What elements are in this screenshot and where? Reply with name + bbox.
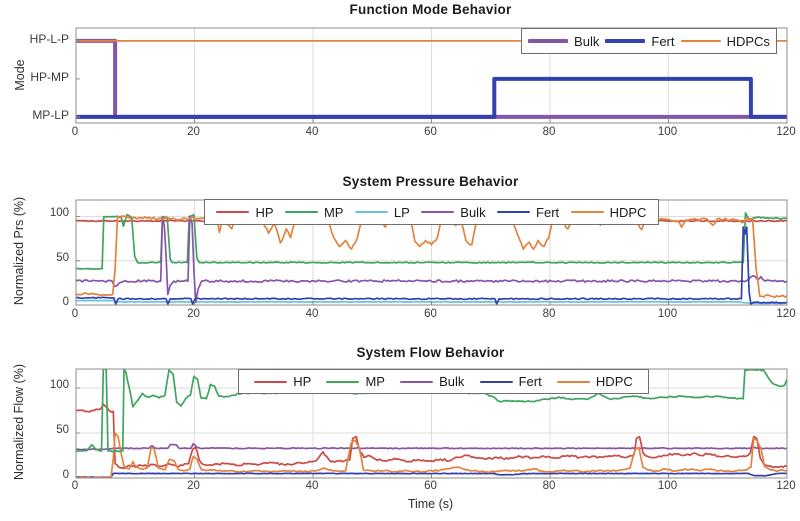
y-tick-label: 50 (56, 251, 69, 264)
legend-entry-bulk: Bulk (400, 374, 464, 389)
x-tick-label: 120 (776, 126, 796, 138)
x-tick-label: 20 (187, 308, 200, 320)
x-tick-label: 120 (776, 308, 796, 320)
legend-line-icon (479, 380, 513, 383)
series-line-bulk (76, 215, 787, 304)
flow-chart-title: System Flow Behavior (356, 345, 505, 360)
legend-label: Bulk (574, 33, 600, 49)
legend-label: HDPC (609, 204, 647, 220)
pressure-plot-area (75, 199, 788, 306)
legend-entry-hdpcs: HDPCs (680, 33, 770, 49)
x-tick-label: 0 (71, 308, 79, 320)
x-tick-label: 0 (71, 126, 79, 138)
legend-entry-lp: LP (354, 204, 410, 220)
x-tick-label: 100 (657, 308, 678, 320)
legend-line-icon (216, 211, 250, 213)
legend-line-icon (400, 380, 434, 383)
legend-line-icon (326, 380, 360, 383)
x-tick-label: 20 (187, 126, 200, 138)
x-tick-label: 60 (424, 308, 437, 320)
y-tick-label: 0 (62, 469, 69, 481)
y-tick-label: HP-L-P (29, 31, 69, 46)
x-tick-label: 40 (305, 126, 319, 138)
x-tick-label: 60 (424, 126, 437, 138)
mode-chart-title: Function Mode Behavior (349, 2, 512, 17)
legend-entry-bulk: Bulk (421, 204, 486, 220)
y-tick-label: MP-LP (32, 107, 69, 122)
x-tick-label: 80 (542, 126, 556, 138)
legend-entry-mp: MP (326, 374, 385, 389)
x-tick-label: 20 (187, 480, 200, 492)
mode-legend: Bulk Fert HDPCs (521, 28, 777, 54)
legend-label: Fert (651, 33, 675, 49)
legend-line-icon (421, 211, 455, 213)
legend-label: MP (323, 204, 344, 220)
legend-line-icon (605, 39, 646, 43)
series-line-fert (76, 472, 787, 478)
x-axis-label: Time (s) (407, 497, 454, 511)
legend-entry-fert: Fert (497, 205, 559, 220)
legend-label: Fert (536, 204, 560, 220)
legend-label: Bulk (439, 374, 465, 389)
legend-entry-bulk: Bulk (528, 34, 599, 49)
series-line-hdpc (76, 432, 787, 478)
y-tick-label: 100 (49, 378, 69, 391)
legend-line-icon (556, 380, 590, 383)
flow-legend: HP MP Bulk Fert HDPC (238, 369, 649, 394)
legend-line-icon (354, 211, 388, 213)
series-line-hdpc (76, 215, 787, 299)
x-tick-label: 60 (424, 480, 437, 492)
legend-label: LP (393, 204, 410, 220)
x-tick-label: 40 (305, 480, 319, 492)
legend-line-icon (680, 40, 721, 42)
legend-line-icon (254, 380, 288, 383)
x-tick-label: 80 (542, 480, 556, 492)
legend-label: HDPCs (726, 33, 770, 49)
y-tick-label: 0 (62, 296, 69, 308)
x-tick-label: 100 (657, 126, 678, 138)
series-line-fert (76, 226, 787, 305)
x-tick-label: 40 (305, 308, 319, 320)
legend-label: HDPC (595, 374, 633, 389)
series-line-bulk (76, 442, 787, 451)
legend-label: Fert (518, 374, 542, 389)
legend-label: Bulk (460, 204, 486, 220)
legend-entry-hdpc: HDPC (556, 374, 633, 389)
x-tick-label: 120 (776, 480, 796, 492)
pressure-legend: HP MP LP Bulk Fert HDPC (204, 199, 659, 225)
legend-entry-hdpc: HDPC (570, 204, 647, 220)
y-tick-label: 100 (49, 207, 69, 220)
pressure-chart-title: System Pressure Behavior (342, 174, 519, 189)
legend-line-icon (528, 39, 569, 43)
legend-line-icon (570, 211, 604, 213)
x-tick-label: 0 (71, 480, 79, 492)
y-tick-label: HP-MP (30, 69, 69, 84)
series-line-fert (76, 76, 787, 119)
legend-entry-hp: HP (216, 204, 274, 220)
x-tick-label: 80 (542, 308, 556, 320)
legend-label: MP (365, 374, 385, 389)
legend-label: HP (293, 374, 312, 389)
legend-entry-fert: Fert (479, 374, 542, 389)
series-line-hp (76, 403, 787, 469)
legend-label: HP (255, 204, 274, 220)
legend-entry-mp: MP (284, 204, 344, 220)
legend-entry-fert: Fert (605, 33, 675, 49)
legend-line-icon (284, 211, 318, 213)
series-line-mp (76, 212, 787, 270)
y-tick-label: 50 (56, 423, 69, 436)
x-tick-label: 100 (657, 480, 678, 492)
legend-entry-hp: HP (254, 374, 311, 389)
legend-line-icon (497, 211, 531, 213)
